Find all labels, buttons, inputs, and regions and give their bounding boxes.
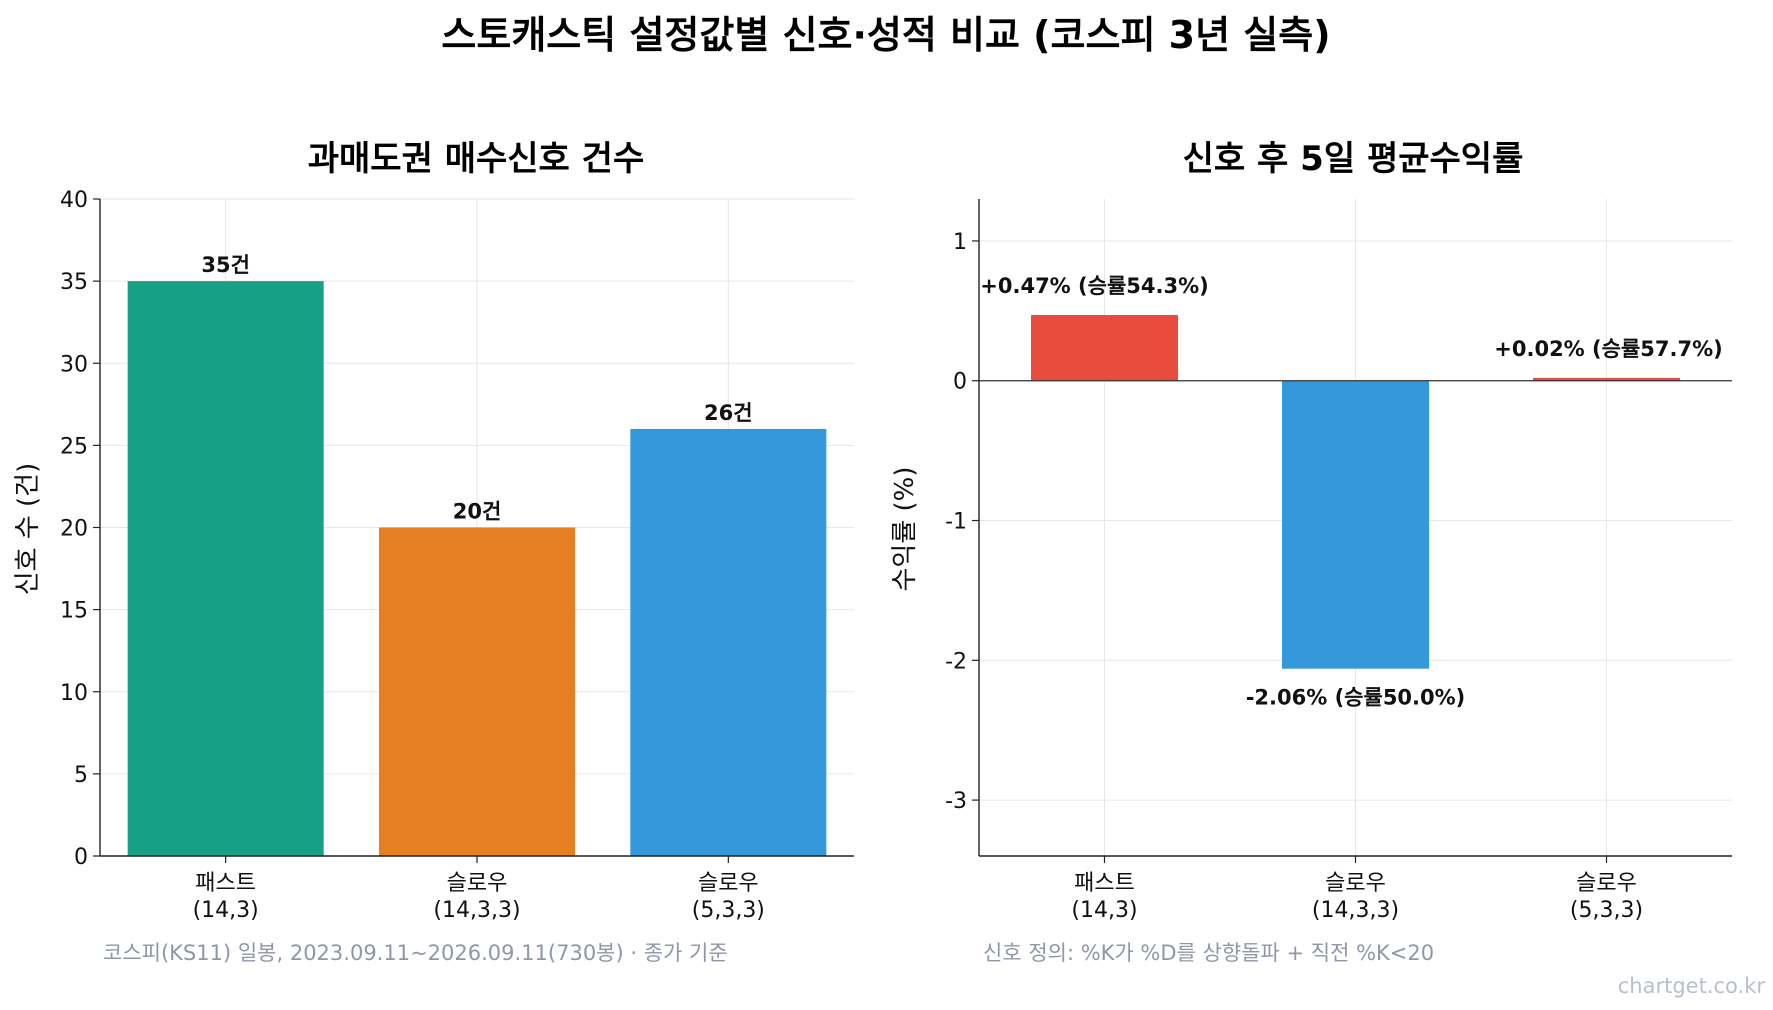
signal-count-y-tick-label: 30 xyxy=(60,352,88,377)
signal-count-value-label: 20건 xyxy=(453,500,502,524)
signal-count-bar xyxy=(379,527,575,856)
avg-return-value-label: +0.47% (승률54.3%) xyxy=(980,274,1208,298)
signal-count-x-tick-label: (14,3,3) xyxy=(433,898,520,923)
signal-count-y-tick-label: 15 xyxy=(60,599,88,624)
signal-count-y-tick-label: 0 xyxy=(74,845,88,870)
signal-count-x-tick-label: 패스트 xyxy=(195,871,256,896)
signal-count-chart-title: 과매도권 매수신호 건수 xyxy=(308,139,644,179)
avg-return-x-tick-label: 패스트 xyxy=(1074,871,1135,896)
signal-count-value-label: 26건 xyxy=(704,401,753,425)
signal-count-bar xyxy=(630,428,827,856)
signal-count-y-tick-label: 10 xyxy=(60,681,88,706)
avg-return-y-tick-label: -1 xyxy=(945,510,967,535)
avg-return-y-tick-label: 1 xyxy=(953,230,967,255)
avg-return-x-tick-label: (14,3,3) xyxy=(1312,898,1399,923)
data-source-note: 코스피(KS11) 일봉, 2023.09.11~2026.09.11(730봉… xyxy=(103,941,728,965)
avg-return-y-tick-label: -3 xyxy=(945,789,967,814)
avg-return-value-label: +0.02% (승률57.7%) xyxy=(1494,337,1722,361)
avg-return-value-label: -2.06% (승률50.0%) xyxy=(1246,686,1466,710)
figure-title: 스토캐스틱 설정값별 신호·성적 비교 (코스피 3년 실측) xyxy=(441,13,1330,57)
avg-return-bar xyxy=(1282,380,1429,669)
signal-count-value-label: 35건 xyxy=(201,253,250,277)
signal-count-y-tick-label: 25 xyxy=(60,434,88,459)
avg-return-x-tick-label: 슬로우 xyxy=(1576,871,1637,896)
signal-count-bar xyxy=(127,281,324,856)
signal-count-x-tick-label: 슬로우 xyxy=(447,871,508,896)
avg-return-x-tick-label: 슬로우 xyxy=(1325,871,1386,896)
signal-count-y-tick-label: 20 xyxy=(60,517,88,542)
watermark: chartget.co.kr xyxy=(1618,974,1766,998)
signal-count-x-tick-label: 슬로우 xyxy=(698,871,759,896)
avg-return-bar xyxy=(1031,315,1178,381)
avg-return-bar xyxy=(1533,377,1680,381)
avg-return-x-tick-label: (14,3) xyxy=(1071,898,1137,923)
avg-return-chart: 신호 후 5일 평균수익률 수익률 (%) -3 -2 -1 0 1 +0.47% (승률… xyxy=(890,139,1732,923)
avg-return-x-tick-label: (5,3,3) xyxy=(1570,898,1643,923)
avg-return-chart-title: 신호 후 5일 평균수익률 xyxy=(1183,139,1524,179)
avg-return-y-axis-label: 수익률 (%) xyxy=(890,466,920,591)
signal-count-y-tick-label: 35 xyxy=(60,270,88,295)
signal-count-y-axis-label: 신호 수 (건) xyxy=(13,463,43,596)
signal-count-x-tick-label: (14,3) xyxy=(193,898,259,923)
signal-count-x-tick-label: (5,3,3) xyxy=(692,898,765,923)
avg-return-y-tick-label: 0 xyxy=(953,370,967,395)
signal-count-y-tick-label: 40 xyxy=(60,188,88,213)
signal-definition-note: 신호 정의: %K가 %D를 상향돌파 + 직전 %K<20 xyxy=(983,941,1434,965)
avg-return-y-tick-label: -2 xyxy=(945,649,967,674)
signal-count-chart: 과매도권 매수신호 건수 신호 수 (건) 0 5 10 15 20 25 30 35 40 35… xyxy=(13,139,854,923)
signal-count-y-tick-label: 5 xyxy=(74,763,88,788)
